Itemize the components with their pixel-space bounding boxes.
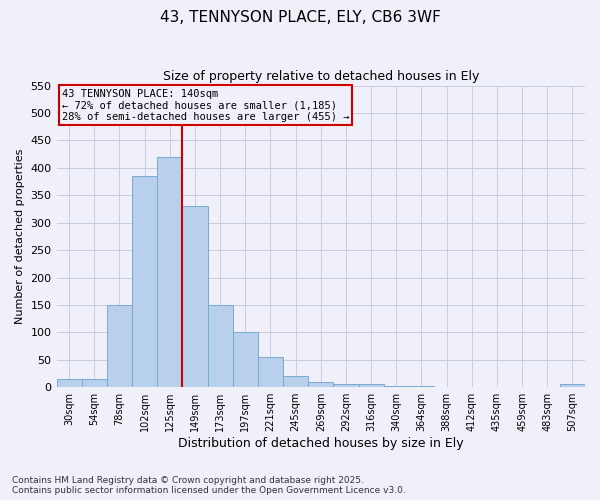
- Text: Contains HM Land Registry data © Crown copyright and database right 2025.
Contai: Contains HM Land Registry data © Crown c…: [12, 476, 406, 495]
- Y-axis label: Number of detached properties: Number of detached properties: [15, 148, 25, 324]
- Title: Size of property relative to detached houses in Ely: Size of property relative to detached ho…: [163, 70, 479, 83]
- Text: 43, TENNYSON PLACE, ELY, CB6 3WF: 43, TENNYSON PLACE, ELY, CB6 3WF: [160, 10, 440, 25]
- Bar: [182, 206, 208, 387]
- Bar: [233, 332, 258, 387]
- Bar: [82, 379, 107, 387]
- Bar: [208, 305, 233, 387]
- Bar: [509, 386, 535, 387]
- Bar: [484, 386, 509, 387]
- Bar: [107, 305, 132, 387]
- X-axis label: Distribution of detached houses by size in Ely: Distribution of detached houses by size …: [178, 437, 464, 450]
- Bar: [308, 382, 334, 387]
- Bar: [459, 386, 484, 387]
- Text: 43 TENNYSON PLACE: 140sqm
← 72% of detached houses are smaller (1,185)
28% of se: 43 TENNYSON PLACE: 140sqm ← 72% of detac…: [62, 88, 349, 122]
- Bar: [434, 386, 459, 387]
- Bar: [560, 384, 585, 387]
- Bar: [383, 386, 409, 387]
- Bar: [157, 157, 182, 387]
- Bar: [258, 357, 283, 387]
- Bar: [56, 379, 82, 387]
- Bar: [359, 384, 383, 387]
- Bar: [132, 176, 157, 387]
- Bar: [535, 386, 560, 387]
- Bar: [283, 376, 308, 387]
- Bar: [334, 384, 359, 387]
- Bar: [409, 386, 434, 387]
